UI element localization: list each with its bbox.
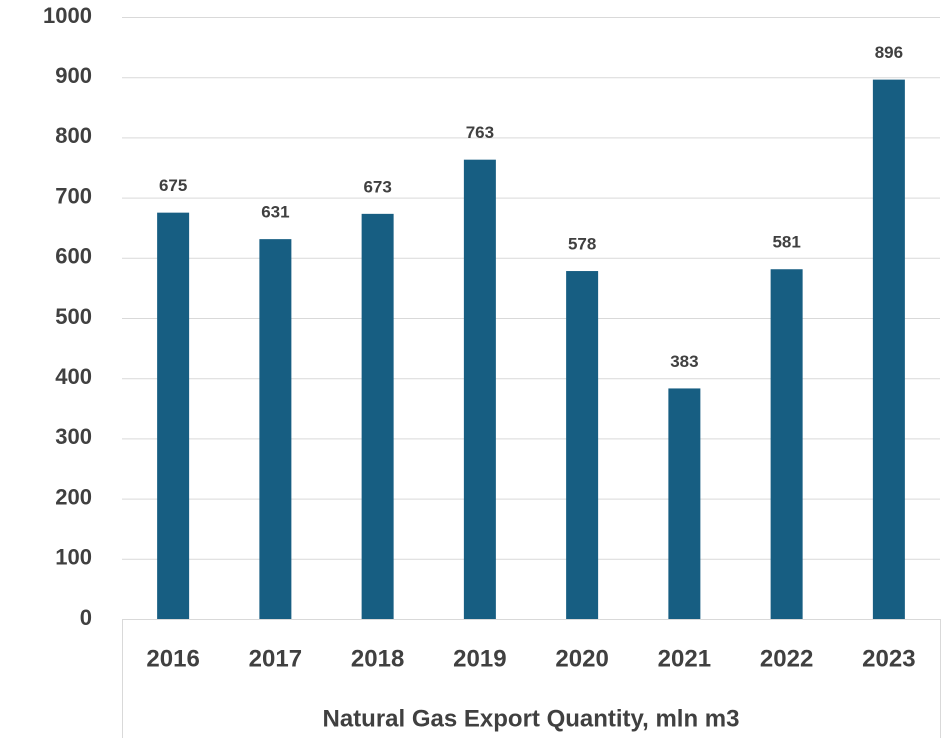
y-tick-label: 800 (55, 123, 92, 148)
x-tick-label: 2019 (453, 645, 506, 672)
x-tick-label: 2023 (862, 645, 915, 672)
x-tick-label: 2022 (760, 645, 813, 672)
bar (361, 213, 394, 619)
y-tick-label: 300 (55, 424, 92, 449)
y-tick-label: 900 (55, 63, 92, 88)
y-tick-label: 1000 (43, 3, 92, 28)
x-tick-label: 2021 (658, 645, 711, 672)
bar (668, 388, 701, 619)
data-label: 631 (261, 203, 289, 222)
bar (566, 271, 599, 619)
x-tick-label: 2020 (555, 645, 608, 672)
data-label: 383 (670, 352, 698, 371)
data-label: 763 (466, 123, 494, 142)
x-tick-label: 2018 (351, 645, 404, 672)
y-tick-label: 500 (55, 304, 92, 329)
data-label: 896 (875, 43, 903, 62)
y-tick-label: 400 (55, 364, 92, 389)
bar (259, 239, 292, 619)
y-tick-label: 0 (80, 605, 92, 630)
bar (770, 269, 803, 619)
y-tick-label: 700 (55, 183, 92, 208)
y-tick-label: 100 (55, 545, 92, 570)
data-label: 675 (159, 176, 187, 195)
data-label: 673 (363, 177, 391, 196)
y-tick-label: 200 (55, 484, 92, 509)
bar (463, 159, 496, 619)
x-tick-label: 2016 (146, 645, 199, 672)
y-tick-label: 600 (55, 244, 92, 269)
bar (872, 79, 905, 619)
x-tick-label: 2017 (249, 645, 302, 672)
data-label: 581 (772, 233, 800, 252)
x-axis-title: Natural Gas Export Quantity, mln m3 (323, 705, 740, 732)
data-label: 578 (568, 235, 596, 254)
bar (157, 212, 190, 619)
